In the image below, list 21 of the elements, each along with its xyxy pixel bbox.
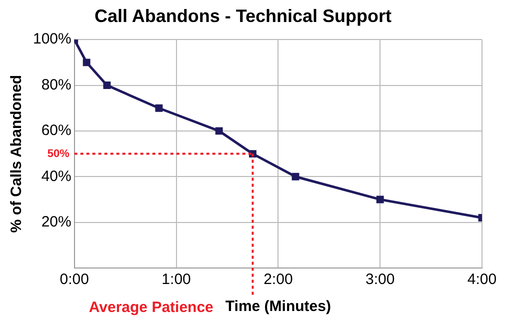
point [376, 196, 384, 204]
y-tick-label: 20% [41, 213, 72, 230]
chart-title: Call Abandons - Technical Support [94, 6, 392, 26]
x-tick-label: 2:00 [264, 271, 293, 288]
x-tick-label: 1:00 [162, 271, 191, 288]
x-tick-label: 3:00 [365, 271, 395, 288]
x-tick-label: 4:00 [467, 271, 497, 288]
y-tick-label: 80% [41, 76, 72, 94]
y-axis-title: % of Calls Abandoned [8, 74, 26, 233]
point [215, 127, 223, 135]
point [103, 82, 111, 90]
x-tick-label: 0:00 [60, 271, 89, 288]
ref-line-label: Average Patience [88, 299, 214, 316]
point [155, 104, 163, 112]
ref-line-label: 50% [47, 148, 70, 160]
y-tick-label: 40% [41, 168, 72, 185]
y-tick-label: 60% [41, 122, 72, 140]
y-tick-label: 100% [32, 30, 72, 48]
point [292, 172, 300, 180]
x-axis-title: Time (Minutes) [225, 298, 331, 316]
point [82, 58, 90, 66]
